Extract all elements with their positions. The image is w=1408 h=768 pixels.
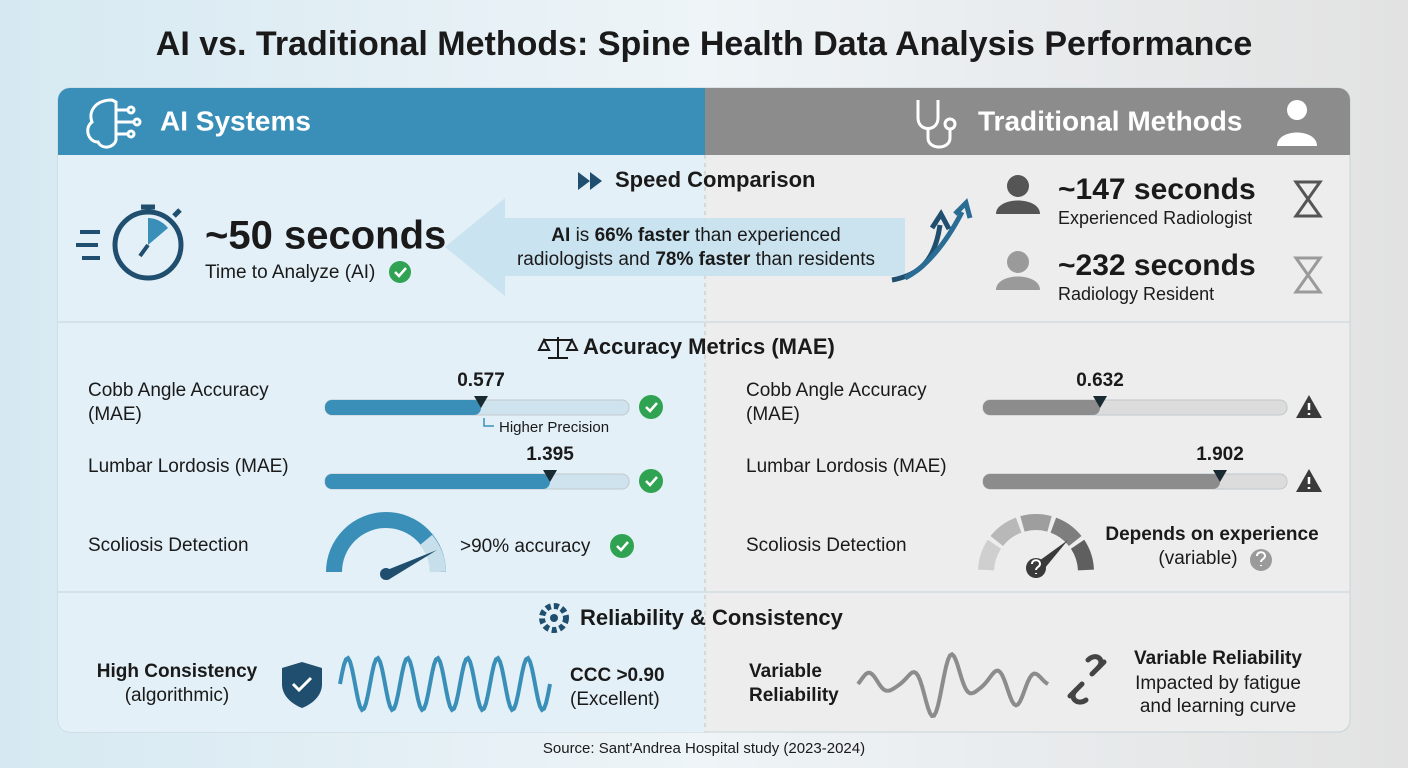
traditional-time: ~147 seconds (1058, 173, 1256, 206)
metric-value: 0.577 (457, 370, 505, 391)
metric-label: Lumbar Lordosis (MAE) (746, 456, 947, 477)
metric-label: Scoliosis Detection (88, 535, 249, 556)
broken-link-icon (1067, 654, 1107, 705)
ai-caption: Time to Analyze (AI) (205, 262, 375, 283)
ai-header: AI Systems (160, 105, 311, 136)
note-arrow (483, 418, 494, 427)
metric-label: Cobb Angle Accuracy (88, 380, 269, 401)
metric-label: Cobb Angle Accuracy (746, 380, 927, 401)
gauge-hub (380, 568, 392, 580)
bar-fill (983, 400, 1100, 415)
bar-fill (325, 400, 481, 415)
gauge-segment (990, 517, 1022, 547)
ai-reliability-metric: (Excellent) (570, 689, 660, 710)
metric-label: (MAE) (88, 404, 142, 425)
metric-note: Higher Precision (499, 419, 609, 436)
hourglass-icon (1293, 256, 1323, 294)
metric-value: 1.395 (526, 444, 574, 465)
traditional-reliability-note: and learning curve (1140, 696, 1296, 717)
reliability-title: Reliability & Consistency (580, 605, 844, 630)
traditional-role: Experienced Radiologist (1058, 208, 1252, 228)
speed-title: Speed Comparison (615, 167, 815, 192)
ai-reliability-label: (algorithmic) (125, 685, 230, 706)
traditional-reliability-label: Variable (749, 661, 822, 682)
check-icon (616, 541, 629, 552)
source: Source: Sant'Andrea Hospital study (2023… (543, 740, 865, 757)
summary-segment: 66% faster (595, 225, 691, 246)
person-icon (996, 200, 1040, 214)
summary-segment: radiologists and (517, 249, 655, 270)
traditional-reliability-note: Impacted by fatigue (1135, 673, 1301, 694)
traditional-time: ~232 seconds (1058, 249, 1256, 282)
check-icon (389, 261, 411, 283)
speed-icon (578, 172, 602, 190)
bar-marker (474, 396, 488, 408)
scoliosis-result: >90% accuracy (460, 536, 591, 557)
growth-arrows (891, 198, 973, 283)
person-icon (1007, 175, 1029, 197)
ai-reliability-metric: CCC >0.90 (570, 665, 665, 686)
speed-summary: AI is 66% faster than experienced radiolo… (517, 225, 875, 270)
scoliosis-result: (variable) (1158, 548, 1237, 569)
metric-label: Scoliosis Detection (746, 535, 907, 556)
help-icon (1256, 551, 1267, 566)
title: AI vs. Traditional Methods: Spine Health… (156, 25, 1252, 63)
bar-marker (543, 470, 557, 482)
metric-label: (MAE) (746, 404, 800, 425)
ai-time: ~50 seconds (205, 214, 446, 258)
check-icon (645, 402, 658, 413)
summary-segment: is (570, 225, 594, 246)
metric-value: 0.632 (1076, 370, 1124, 391)
traditional-reliability-label: Reliability (749, 685, 839, 706)
summary-segment: AI (551, 225, 570, 246)
accuracy-title: Accuracy Metrics (MAE) (583, 334, 835, 359)
bar-fill (983, 474, 1220, 489)
gear-icon (539, 603, 569, 633)
check-icon (610, 534, 634, 558)
summary-segment: than experienced (690, 225, 841, 246)
traditional-reliability-note: Variable Reliability (1134, 648, 1302, 669)
scoliosis-result: Depends on experience (1105, 524, 1318, 545)
metric-label: Lumbar Lordosis (MAE) (88, 456, 289, 477)
traditional-role: Radiology Resident (1058, 284, 1214, 304)
traditional-header-band (705, 88, 1350, 155)
ai-reliability-label: High Consistency (97, 661, 258, 682)
gauge-segment (1020, 514, 1052, 532)
speed-arrow (445, 198, 905, 296)
summary-segment: 78% faster (655, 249, 751, 270)
gauge-segment (978, 539, 1002, 571)
gauge-end (419, 534, 446, 573)
check-icon (645, 476, 658, 487)
traditional-header: Traditional Methods (978, 105, 1242, 136)
check-icon (639, 469, 663, 493)
gauge-needle (382, 550, 437, 580)
hourglass-icon (1293, 180, 1323, 218)
bar-marker (1213, 470, 1227, 482)
person-icon (996, 276, 1040, 290)
doctor-icon (1277, 100, 1317, 146)
gauge-segment (1050, 517, 1082, 547)
scale-icon (537, 337, 579, 359)
bar-fill (325, 474, 550, 489)
ai-header-band (58, 88, 705, 155)
person-icon (1007, 251, 1029, 273)
gauge-question (1031, 559, 1042, 574)
summary-segment: than residents (750, 249, 875, 270)
check-icon (639, 395, 663, 419)
metric-value: 1.902 (1196, 444, 1244, 465)
brain-icon (86, 98, 142, 149)
shield-check (291, 676, 313, 693)
variability-wave (856, 651, 1050, 719)
stopwatch-icon (76, 204, 184, 281)
consistency-wave (338, 655, 552, 713)
gauge-segment (1070, 539, 1094, 571)
bar-marker (1093, 396, 1107, 408)
stethoscope-icon (916, 100, 957, 149)
